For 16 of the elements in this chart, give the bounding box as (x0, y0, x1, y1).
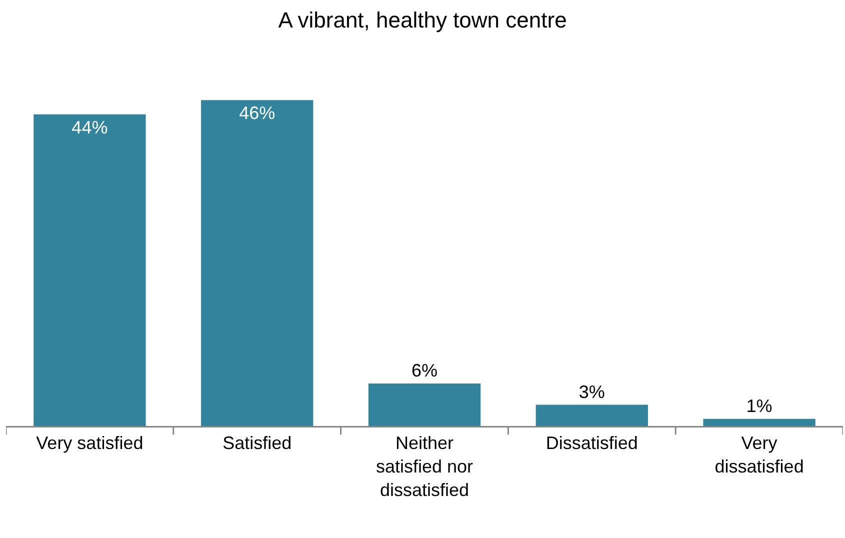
bar (536, 404, 648, 426)
data-label: 46% (239, 103, 276, 124)
bar (34, 114, 146, 426)
data-label: 6% (411, 360, 438, 380)
x-tick-label: Satisfied (222, 433, 292, 454)
data-label: 44% (72, 117, 108, 138)
x-tick-label: Dissatisfied (546, 433, 638, 454)
bar (703, 418, 816, 426)
bar (368, 384, 481, 426)
data-label: 3% (578, 382, 605, 402)
x-tick-label: Neither satisfied nor dissatisfied (376, 433, 474, 500)
chart-title: A vibrant, healthy town centre (278, 8, 567, 33)
x-tick-label: Very satisfied (36, 433, 144, 454)
data-label: 1% (746, 396, 772, 416)
x-tick-label: Very dissatisfied (714, 433, 804, 476)
bar (201, 100, 314, 426)
